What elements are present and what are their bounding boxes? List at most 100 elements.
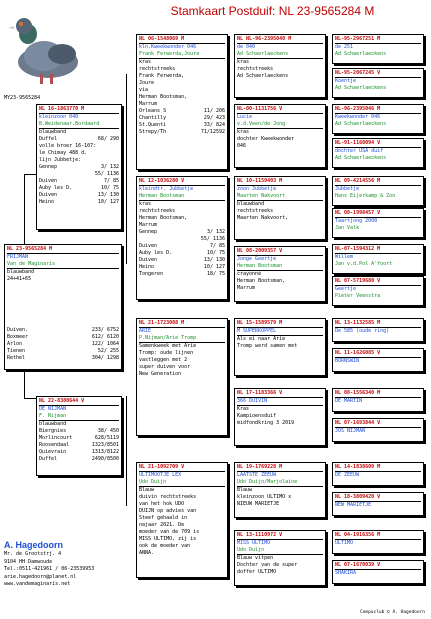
owner-address: Mr. de Grootstrj. 4 bbox=[4, 551, 62, 557]
subject-card[interactable]: NL 23-9565284 M FRIJMAN Van de Maginaris… bbox=[4, 244, 122, 370]
g4-card[interactable]: NL 07-1693844 V JOS NIJMAN bbox=[332, 418, 424, 442]
g4-card[interactable]: NL 07-1670039 V SHAKIRA bbox=[332, 560, 424, 584]
ring-number: NL 08-1556340 M bbox=[335, 390, 381, 396]
father-card[interactable]: NL 16-1863770 M kleinzoon 040 B.Weidenaa… bbox=[36, 104, 122, 230]
ring-country: NL bbox=[237, 248, 244, 254]
ring-number: 06-1548069 M bbox=[148, 36, 185, 42]
race-result: 13/ 130 bbox=[97, 192, 119, 198]
owner-city: 9104 HH Damwoude bbox=[4, 558, 53, 565]
g4-card[interactable]: NL 04-1916356 M ULTIMO bbox=[332, 530, 424, 554]
g4-card[interactable]: NL 08-1998457 V Taartjong 2008 Jan Valk bbox=[332, 208, 424, 238]
ring-number: 13-1110972 V bbox=[246, 532, 283, 538]
ring-country: NL bbox=[39, 106, 46, 112]
note: duivin rechtstreeks bbox=[139, 494, 197, 500]
race-name: Arlon bbox=[7, 341, 23, 347]
note: Marrum bbox=[139, 222, 158, 228]
mmf-card[interactable]: NL 19-1769228 M LAATSTE ZEEUW Udo Duijn/… bbox=[234, 462, 326, 518]
fmm-card[interactable]: NL 08-2009357 V Jonge Geertje Herman Boo… bbox=[234, 246, 326, 302]
ring-number: NL 07-1693844 V bbox=[335, 420, 381, 426]
ring-number: 17-1183366 V bbox=[246, 390, 283, 396]
color: blauwband bbox=[39, 421, 67, 427]
results-list: Biergnies 38/ 450 Morlincourt 628/5119 Roo… bbox=[39, 428, 119, 463]
note: kras bbox=[139, 201, 152, 207]
race-name: Quievrain bbox=[39, 449, 67, 455]
photo-caption: MY23-9565284 bbox=[4, 95, 41, 101]
race-name: Auby les D. bbox=[139, 250, 173, 256]
mmm-card[interactable]: NL 13-1110972 V MISS ULTIMO Udo Duijn Bl… bbox=[234, 530, 326, 586]
mff-card[interactable]: NL 15-1589579 M M SUPERKOPPEL Als ei naa… bbox=[234, 318, 326, 376]
race-result: 1323/8501 bbox=[91, 442, 119, 448]
race-name: Boxmeer bbox=[7, 334, 29, 340]
g4-card[interactable]: NL-07-1594312 M Willem Jan v.d.Pol A'foo… bbox=[332, 244, 424, 274]
note: ANNA. bbox=[139, 550, 155, 556]
note: vastleggen met 2 bbox=[139, 357, 188, 363]
g4-card[interactable]: NL 07-5719680 V Geertje Pieter Veenstra bbox=[332, 276, 424, 306]
g4-card[interactable]: NL 08-1556340 M DE MARTIN bbox=[332, 388, 424, 412]
note: Frank Ferwerda, bbox=[139, 73, 185, 79]
pigeon-name: Willem bbox=[335, 254, 354, 260]
breeder: Herman Bootsman bbox=[237, 263, 323, 271]
pigeon-name: de 251 bbox=[335, 44, 354, 50]
race-name: Heino bbox=[139, 264, 155, 270]
ring-country: NL bbox=[237, 464, 244, 470]
g4-card[interactable]: NL 18-3809420 V NEW MARIETJE bbox=[332, 492, 424, 516]
breeder: Hans Eijerkamp & Zon bbox=[335, 193, 396, 199]
note: rechtstreeks bbox=[237, 208, 274, 214]
ring-number: NL-95-2967251 M bbox=[335, 36, 381, 42]
fm-card[interactable]: NL 12-1036280 V kleindtr. Jubbetje Herma… bbox=[136, 176, 228, 300]
note: via bbox=[139, 87, 149, 93]
fmf-card[interactable]: NL 10-1159403 M zoon Jubbetje Maarten Na… bbox=[234, 176, 326, 240]
race-result: 10/ 75 bbox=[100, 185, 119, 191]
race-name: Morlincourt bbox=[39, 435, 73, 441]
ring-country: NL bbox=[237, 320, 244, 326]
g4-card[interactable]: NL-96-2395046 M Kweekwonder 046 Ad Schae… bbox=[332, 104, 424, 134]
ring-number: NL-91-1160094 V bbox=[335, 140, 381, 146]
race-result: 29/ 423 bbox=[203, 115, 225, 121]
g4-card[interactable]: NL 13-1132585 M De 585 (oude ring) bbox=[332, 318, 424, 342]
owner-website[interactable]: www.vandemaginaris.net bbox=[4, 581, 71, 587]
pigeon-photo bbox=[4, 4, 88, 90]
race-name: Duiven. bbox=[7, 327, 29, 333]
results-list: Duffel 68/ 290 bbox=[39, 136, 119, 143]
note: kras bbox=[237, 59, 250, 65]
race-result: 7/ 85 bbox=[103, 178, 119, 184]
note: blauwband bbox=[237, 201, 265, 207]
race-result: 18/ 75 bbox=[206, 271, 225, 277]
race-result: 1313/8122 bbox=[91, 449, 119, 455]
mf-card[interactable]: NL 21-1723088 M ARIE P.Nijman/Arie Tromp… bbox=[136, 318, 228, 436]
race-name: Rethel bbox=[7, 355, 26, 361]
ring-number: 19-1769228 M bbox=[246, 464, 283, 470]
race-name: Roosendaal bbox=[39, 442, 70, 448]
mfm-card[interactable]: NL 17-1183366 V 366 DUIVIN Kras Kampioen… bbox=[234, 388, 326, 446]
breeder: Ad Schaerlaeckens bbox=[335, 51, 387, 57]
g4-card[interactable]: NL 09-4214556 M Jubbetje Hans Eijerkamp … bbox=[332, 176, 424, 206]
note: Blauw bbox=[139, 487, 155, 493]
g4-card[interactable]: NL-91-1160094 V dochter USA duif Ad Scha… bbox=[332, 138, 424, 168]
pigeon-name: DE MARTIN bbox=[335, 398, 363, 404]
fff-card[interactable]: NL NL-96-2395040 M de 040 Ad Schaerlaeck… bbox=[234, 34, 326, 98]
race-result: 13/ 130 bbox=[203, 257, 225, 263]
note: Steef gehaald in bbox=[139, 515, 188, 521]
g4-card[interactable]: NL 11-1626085 V BORNSWIN bbox=[332, 348, 424, 372]
ring-number: NL 04-1916356 M bbox=[335, 532, 381, 538]
ffm-card[interactable]: NL-00-1131756 V Lucie v.d.Veen/de Jong k… bbox=[234, 104, 326, 168]
note: kras bbox=[237, 129, 250, 135]
results-list: Duiven. 233/ 6752 Boxmeer 612/ 6120 Arlon 1… bbox=[7, 327, 119, 362]
note: Ad Schaerlaeckens bbox=[237, 73, 289, 79]
ff-card[interactable]: NL 06-1548069 M kln.Kweekwonder 046 Fran… bbox=[136, 34, 228, 170]
note: crayonné bbox=[237, 271, 262, 277]
pigeon-name: De 585 (oude ring) bbox=[335, 328, 390, 334]
mm-card[interactable]: NL 21-1092709 V ULTIMOOTJE LEX Udo Duijn… bbox=[136, 462, 228, 578]
ring-number: 22-8380644 V bbox=[48, 398, 85, 404]
note: Marrum bbox=[237, 285, 256, 291]
owner-email[interactable]: arie.hagedoorn@planet.nl bbox=[4, 573, 77, 580]
connector bbox=[24, 174, 39, 245]
note: midfondkring 3 2019 bbox=[237, 420, 295, 426]
ring-number: NL 14-1838609 M bbox=[335, 464, 381, 470]
g4-card[interactable]: NL-95-2067245 V Koentje Ad Schaerlaecken… bbox=[332, 68, 424, 98]
race-name: Duiven bbox=[139, 257, 158, 263]
mother-card[interactable]: NL 22-8380644 V DE NIJMAN F. Nijman blau… bbox=[36, 396, 122, 476]
g4-card[interactable]: NL-95-2967251 M de 251 Ad Schaerlaeckens bbox=[332, 34, 424, 64]
ring-number: NL 13-1132585 M bbox=[335, 320, 381, 326]
g4-card[interactable]: NL 14-1838609 M DE ZEEUW bbox=[332, 462, 424, 486]
